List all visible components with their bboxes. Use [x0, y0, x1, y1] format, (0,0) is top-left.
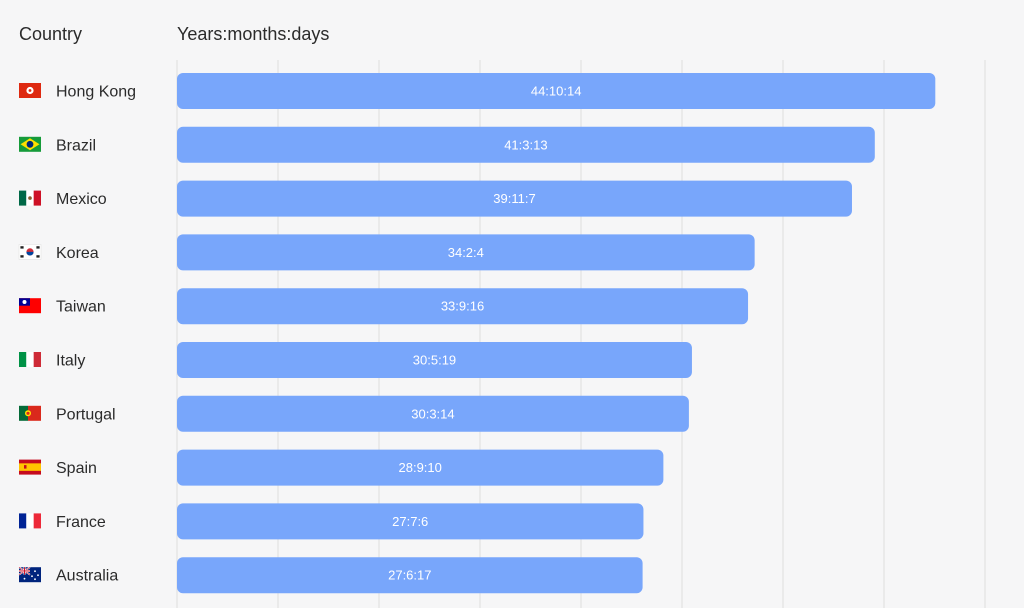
bar [177, 342, 692, 378]
bar-value-label: 34:2:4 [448, 245, 484, 260]
bar-value-label: 27:6:17 [388, 568, 431, 583]
bar [177, 503, 644, 540]
australia-flag-icon [18, 566, 41, 583]
bar [177, 126, 875, 163]
italy-flag-icon [19, 352, 41, 367]
bar [177, 288, 749, 325]
bar-value-label: 27:7:6 [392, 514, 428, 529]
bar [177, 395, 689, 432]
bar-value-label: 33:9:16 [441, 299, 484, 314]
bar [177, 73, 936, 109]
hong-kong-flag-icon [19, 83, 41, 98]
country-label: France [56, 514, 106, 531]
france-flag-icon [19, 513, 41, 529]
bar-value-label: 39:11:7 [493, 191, 535, 206]
brazil-flag-icon [19, 136, 41, 152]
country-column-header: Country [19, 24, 83, 44]
country-label: Hong Kong [56, 84, 136, 101]
bar [177, 449, 664, 486]
korea-flag-icon [18, 244, 42, 260]
portugal-flag-icon [19, 405, 41, 421]
country-label: Australia [56, 568, 118, 585]
bar-value-label: 30:3:14 [411, 406, 454, 421]
country-label: Korea [56, 245, 99, 262]
bar-value-label: 44:10:14 [531, 84, 582, 99]
bar-value-label: 41:3:13 [504, 137, 547, 152]
country-label: Portugal [56, 406, 116, 423]
bar-value-label: 30:5:19 [413, 353, 456, 368]
country-label: Italy [56, 353, 85, 370]
bar-value-label: 28:9:10 [399, 460, 442, 475]
bar [177, 557, 643, 594]
country-label: Spain [56, 460, 97, 477]
country-label: Taiwan [56, 299, 106, 316]
bar [177, 180, 852, 217]
taiwan-flag-icon [19, 298, 41, 314]
country-label: Brazil [56, 137, 96, 154]
spain-flag-icon [19, 459, 41, 475]
unit-column-header: Years:months:days [177, 24, 330, 44]
mexico-flag-icon [19, 190, 41, 206]
bar [177, 234, 755, 271]
country-label: Mexico [56, 191, 107, 208]
